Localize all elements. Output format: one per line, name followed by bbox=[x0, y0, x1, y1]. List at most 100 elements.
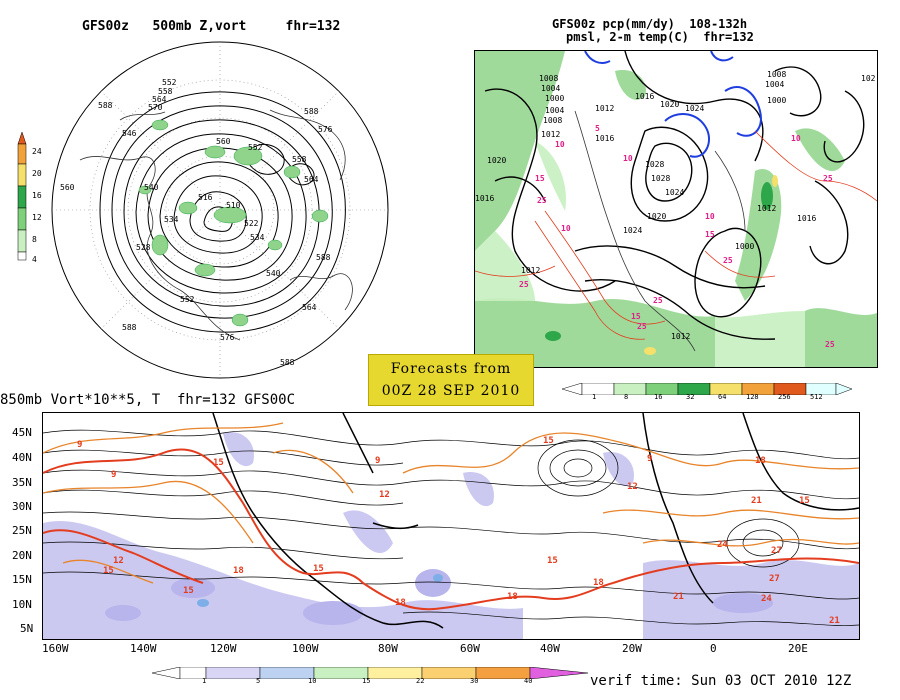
vort850-tick-15: 15 bbox=[362, 677, 371, 685]
svg-text:564: 564 bbox=[152, 95, 167, 104]
vort850-tick-22: 22 bbox=[416, 677, 425, 685]
svg-text:1004: 1004 bbox=[765, 80, 784, 89]
coastlines bbox=[212, 413, 859, 629]
vort850-tick-10: 10 bbox=[308, 677, 317, 685]
forecast-line-1: Forecasts from bbox=[390, 361, 512, 377]
svg-text:15: 15 bbox=[547, 556, 558, 566]
svg-text:1024: 1024 bbox=[665, 188, 684, 197]
svg-text:12: 12 bbox=[113, 556, 124, 566]
svg-text:1000: 1000 bbox=[545, 94, 564, 103]
svg-text:588: 588 bbox=[122, 323, 137, 332]
svg-text:25: 25 bbox=[637, 322, 647, 331]
svg-text:25: 25 bbox=[653, 296, 663, 305]
svg-text:15: 15 bbox=[183, 586, 194, 596]
lat-40n: 40N bbox=[12, 451, 32, 464]
svg-text:1020: 1020 bbox=[660, 100, 679, 109]
svg-text:15: 15 bbox=[799, 496, 810, 506]
svg-text:25: 25 bbox=[823, 174, 833, 183]
vort850-tick-30: 30 bbox=[470, 677, 479, 685]
svg-text:552: 552 bbox=[180, 295, 195, 304]
svg-text:570: 570 bbox=[148, 103, 163, 112]
svg-text:10: 10 bbox=[705, 212, 715, 221]
svg-text:516: 516 bbox=[198, 193, 213, 202]
svg-text:15: 15 bbox=[543, 436, 554, 446]
svg-text:25: 25 bbox=[723, 256, 733, 265]
svg-text:21: 21 bbox=[829, 616, 840, 626]
svg-text:25: 25 bbox=[825, 340, 835, 349]
svg-text:1016: 1016 bbox=[475, 194, 494, 203]
svg-text:15: 15 bbox=[631, 312, 641, 321]
svg-text:588: 588 bbox=[316, 253, 331, 262]
forecast-line-2: 00Z 28 SEP 2010 bbox=[381, 383, 521, 399]
vort-tick-20: 20 bbox=[32, 169, 42, 178]
lat-15n: 15N bbox=[12, 573, 32, 586]
svg-text:25: 25 bbox=[537, 196, 547, 205]
svg-text:534: 534 bbox=[164, 215, 179, 224]
lat-45n: 45N bbox=[12, 426, 32, 439]
svg-text:534: 534 bbox=[250, 233, 265, 242]
vort-tick-24: 24 bbox=[32, 147, 42, 156]
svg-text:558: 558 bbox=[158, 87, 173, 96]
lat-20n: 20N bbox=[12, 549, 32, 562]
svg-text:1016: 1016 bbox=[797, 214, 816, 223]
panel-850mb-map: 9 9 12 15 15 15 18 15 9 12 18 18 15 15 1… bbox=[42, 412, 860, 640]
svg-text:102: 102 bbox=[861, 74, 876, 83]
svg-text:1012: 1012 bbox=[671, 332, 690, 341]
svg-text:15: 15 bbox=[103, 566, 114, 576]
svg-text:10: 10 bbox=[791, 134, 801, 143]
svg-text:540: 540 bbox=[266, 269, 281, 278]
panel-500mb-map: 552 558 564 570 588 546 560 588 576 552 … bbox=[40, 40, 400, 380]
vort-tick-4: 4 bbox=[32, 255, 37, 264]
svg-text:10: 10 bbox=[555, 140, 565, 149]
svg-text:1024: 1024 bbox=[623, 226, 642, 235]
svg-text:1004: 1004 bbox=[545, 106, 564, 115]
temp-contours-red bbox=[43, 448, 859, 611]
svg-text:1000: 1000 bbox=[767, 96, 786, 105]
lon-40w: 40W bbox=[540, 642, 560, 655]
forecast-init-box: Forecasts from 00Z 28 SEP 2010 bbox=[368, 354, 534, 406]
svg-text:12: 12 bbox=[379, 490, 390, 500]
svg-text:24: 24 bbox=[717, 540, 728, 550]
svg-text:1016: 1016 bbox=[595, 134, 614, 143]
svg-text:558: 558 bbox=[292, 155, 307, 164]
svg-text:564: 564 bbox=[302, 303, 317, 312]
lon-80w: 80W bbox=[378, 642, 398, 655]
lon-160w: 160W bbox=[42, 642, 69, 655]
pcp-tick-64: 64 bbox=[718, 393, 727, 401]
lat-10n: 10N bbox=[12, 598, 32, 611]
svg-text:18: 18 bbox=[755, 456, 766, 466]
svg-text:18: 18 bbox=[507, 592, 518, 602]
svg-text:552: 552 bbox=[248, 143, 263, 152]
svg-text:552: 552 bbox=[162, 78, 177, 87]
panel-850mb-title: 850mb Vort*10**5, T fhr=132 GFS00C bbox=[0, 392, 296, 408]
pcp-tick-1: 1 bbox=[592, 393, 597, 401]
svg-text:540: 540 bbox=[144, 183, 159, 192]
verif-time: verif time: Sun 03 OCT 2010 12Z bbox=[590, 673, 852, 689]
svg-text:1016: 1016 bbox=[635, 92, 654, 101]
svg-text:588: 588 bbox=[304, 107, 319, 116]
lon-20w: 20W bbox=[622, 642, 642, 655]
svg-text:5: 5 bbox=[595, 124, 600, 133]
svg-text:546: 546 bbox=[122, 129, 137, 138]
svg-text:15: 15 bbox=[535, 174, 545, 183]
svg-text:588: 588 bbox=[280, 358, 295, 367]
svg-text:1028: 1028 bbox=[645, 160, 664, 169]
svg-text:510: 510 bbox=[226, 201, 241, 210]
svg-text:528: 528 bbox=[136, 243, 151, 252]
polar-stereographic-map: 552 558 564 570 588 546 560 588 576 552 … bbox=[51, 41, 389, 379]
lat-30n: 30N bbox=[12, 500, 32, 513]
pcp-tick-16: 16 bbox=[654, 393, 663, 401]
svg-text:15: 15 bbox=[313, 564, 324, 574]
svg-text:27: 27 bbox=[771, 546, 782, 556]
colorbar-vorticity bbox=[17, 131, 27, 261]
svg-text:12: 12 bbox=[627, 482, 638, 492]
temp-contours-orange bbox=[43, 422, 859, 584]
svg-text:1008: 1008 bbox=[543, 116, 562, 125]
svg-text:560: 560 bbox=[60, 183, 75, 192]
svg-text:18: 18 bbox=[233, 566, 244, 576]
svg-text:576: 576 bbox=[220, 333, 235, 342]
pressure-contours bbox=[484, 51, 865, 340]
lon-140w: 140W bbox=[130, 642, 157, 655]
svg-text:1020: 1020 bbox=[487, 156, 506, 165]
svg-text:9: 9 bbox=[647, 454, 652, 464]
